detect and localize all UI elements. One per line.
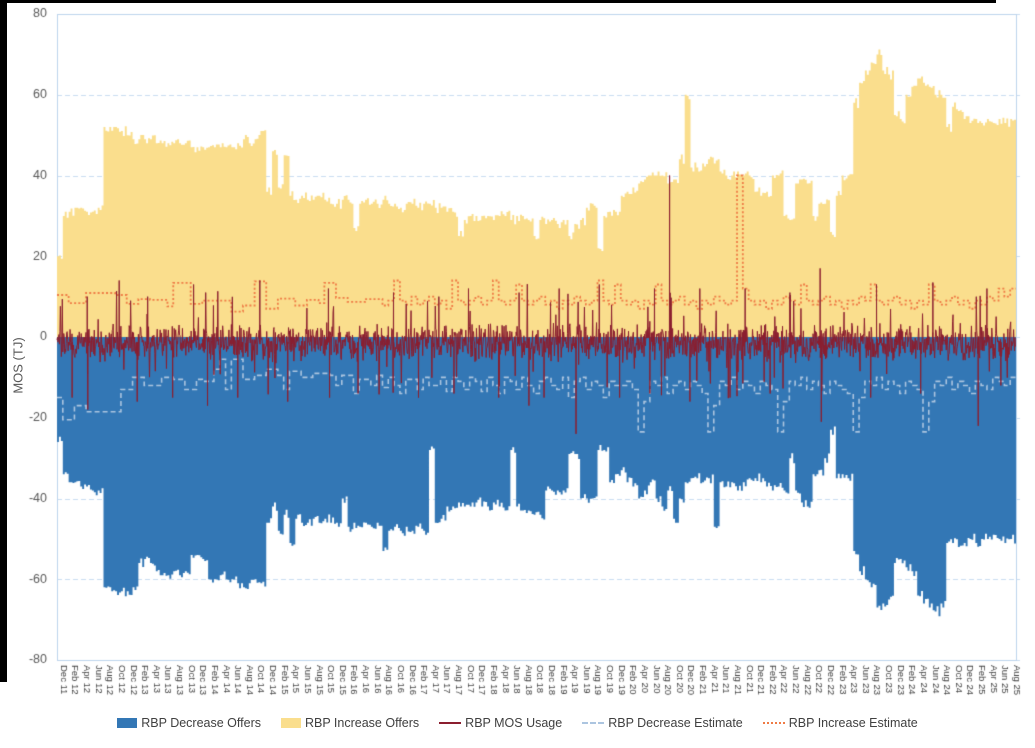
legend-item-2[interactable]: RBP MOS Usage — [439, 716, 562, 730]
legend-item-3[interactable]: RBP Decrease Estimate — [582, 716, 743, 730]
legend-label: RBP Increase Estimate — [788, 716, 918, 730]
legend-swatch-line-dotted — [762, 722, 785, 724]
legend-label: RBP MOS Usage — [465, 716, 563, 730]
mos-offers-chart — [0, 0, 1035, 712]
legend-swatch-line-dashed — [582, 722, 605, 724]
legend: RBP Decrease Offers RBP Increase Offers RB… — [0, 716, 1035, 730]
legend-label: RBP Decrease Offers — [141, 716, 261, 730]
legend-swatch-area — [280, 718, 301, 728]
legend-item-1[interactable]: RBP Increase Offers — [280, 716, 420, 730]
legend-swatch-line-solid — [439, 722, 462, 724]
legend-item-4[interactable]: RBP Increase Estimate — [762, 716, 918, 730]
screen-edge-left — [0, 0, 7, 682]
legend-swatch-area — [117, 718, 138, 728]
legend-label: RBP Decrease Estimate — [608, 716, 743, 730]
legend-item-0[interactable]: RBP Decrease Offers — [117, 716, 261, 730]
y-axis-title: MOS (TJ) — [10, 337, 26, 394]
legend-label: RBP Increase Offers — [304, 716, 420, 730]
screen-edge-top — [0, 0, 996, 3]
